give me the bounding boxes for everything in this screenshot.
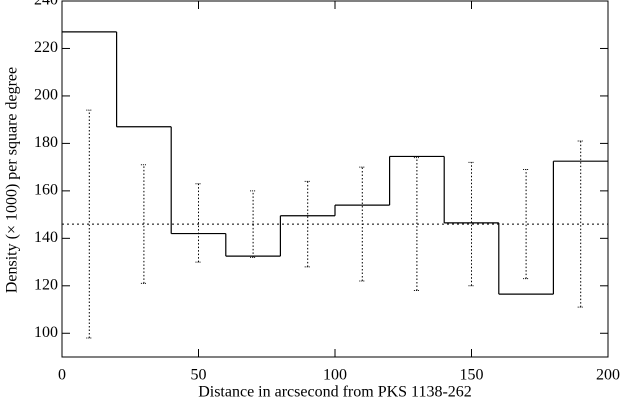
x-tick-label: 150 bbox=[460, 367, 484, 384]
y-tick-label: 140 bbox=[34, 229, 58, 246]
y-tick-label: 240 bbox=[34, 0, 58, 9]
x-tick-label: 100 bbox=[323, 367, 347, 384]
y-axis-label: Density (× 1000) per square degree bbox=[4, 67, 21, 293]
y-tick-label: 220 bbox=[34, 39, 58, 56]
x-tick-label: 200 bbox=[596, 367, 620, 384]
y-tick-label: 120 bbox=[34, 276, 58, 293]
x-axis-label: Distance in arcsecond from PKS 1138-262 bbox=[198, 384, 472, 401]
y-tick-label: 160 bbox=[34, 182, 58, 199]
y-tick-label: 100 bbox=[34, 324, 58, 341]
x-tick-label: 50 bbox=[191, 367, 207, 384]
y-tick-label: 180 bbox=[34, 134, 58, 151]
y-tick-label: 200 bbox=[34, 87, 58, 104]
plot-frame bbox=[61, 0, 609, 358]
x-tick-label: 0 bbox=[58, 367, 66, 384]
